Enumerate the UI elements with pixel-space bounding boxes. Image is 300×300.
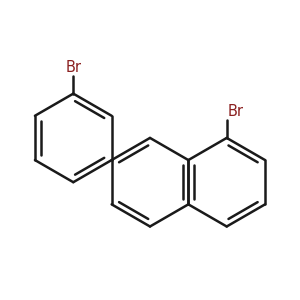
Text: Br: Br <box>65 60 81 75</box>
Text: Br: Br <box>228 104 244 119</box>
